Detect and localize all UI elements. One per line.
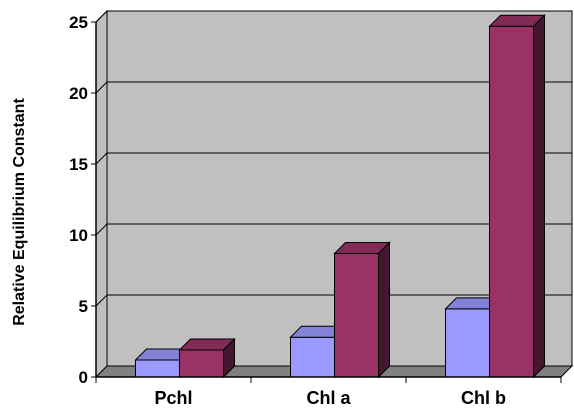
y-tick-label: 10: [69, 226, 88, 245]
y-tick-label: 0: [79, 368, 88, 387]
bar-front: [290, 336, 335, 378]
x-tick-label: Chl a: [306, 388, 351, 408]
gridlines: [95, 10, 572, 307]
bar-pchl-s2: [178, 337, 236, 379]
y-axis-label: Relative Equilibrium Constant: [11, 98, 28, 326]
gridline: [95, 10, 572, 23]
plot-side-wall: [95, 9, 108, 379]
x-tick-labels: Pchl Chl a Chl b: [154, 388, 506, 408]
bar-chl-a-s2: [333, 241, 391, 379]
gridline: [95, 294, 572, 307]
y-tick-label: 25: [69, 13, 88, 32]
bar-side: [378, 241, 390, 379]
bars: [134, 14, 546, 379]
bar-side: [533, 14, 545, 379]
bar-front: [334, 252, 379, 378]
y-tick-labels: 0 5 10 15 20 25: [69, 13, 88, 387]
gridline: [95, 223, 572, 236]
x-tick-label: Pchl: [154, 388, 192, 408]
gridline: [95, 152, 572, 165]
bar-front: [135, 359, 180, 378]
y-tick-label: 20: [69, 84, 88, 103]
gridline: [95, 81, 572, 94]
x-tick-label: Chl b: [461, 388, 506, 408]
bar-front: [179, 349, 224, 378]
bar-side: [223, 337, 235, 379]
bar-front: [445, 308, 490, 378]
bar-front: [489, 25, 534, 378]
y-tick-label: 15: [69, 155, 88, 174]
y-tick-label: 5: [79, 297, 88, 316]
bar-chl-b-s2: [488, 14, 546, 379]
axes: [91, 21, 562, 383]
